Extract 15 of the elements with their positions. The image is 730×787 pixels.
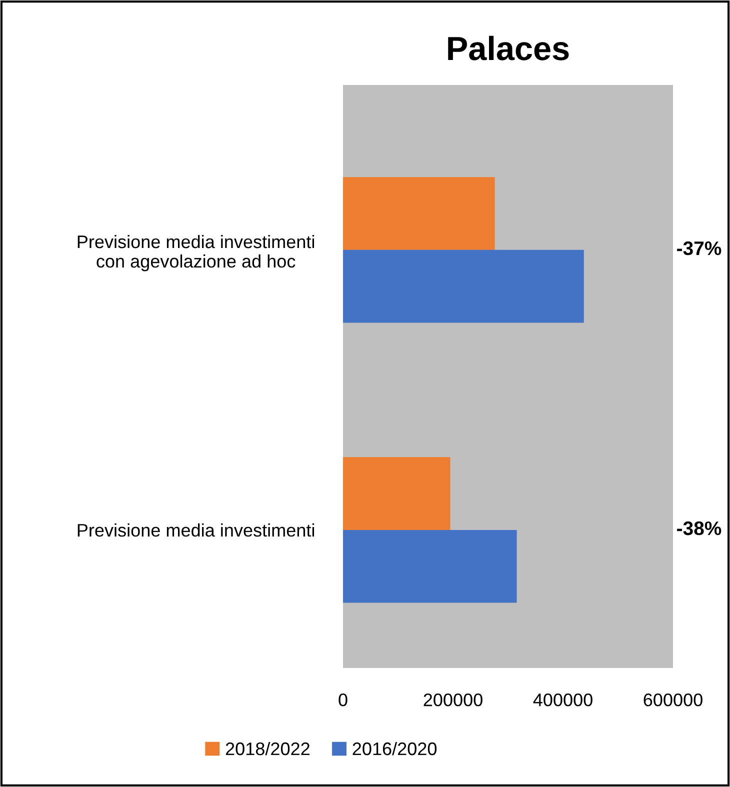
- x-tick-label: 600000: [644, 693, 702, 706]
- chart-title: Palaces: [448, 36, 569, 60]
- legend-label: 2018/2022: [226, 742, 310, 756]
- bar: [343, 250, 584, 323]
- x-tick-label: 0: [338, 693, 348, 706]
- x-tick-label: 400000: [533, 693, 592, 706]
- text: -38%: [677, 521, 722, 536]
- text: -37%: [677, 241, 722, 256]
- x-tick-label: 200000: [424, 693, 482, 706]
- bar: [343, 530, 517, 603]
- bar: [343, 177, 495, 250]
- y-tick-label: Previsione media investimenti: [78, 523, 314, 537]
- bar: [343, 457, 450, 530]
- y-tick-label: Previsione media investimenti con agevolazione ad hoc: [78, 234, 314, 272]
- legend-label: 2016/2020: [352, 742, 437, 756]
